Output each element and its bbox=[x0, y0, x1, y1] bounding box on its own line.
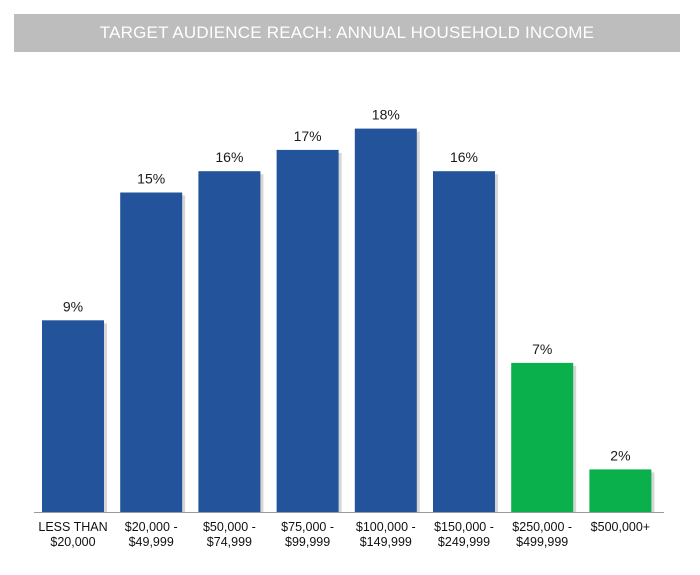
category-label: $150,000 -$249,999 bbox=[434, 520, 494, 549]
category-label-line: LESS THAN bbox=[38, 520, 107, 534]
bar-value-label: 16% bbox=[450, 149, 478, 165]
category-label: $250,000 -$499,999 bbox=[512, 520, 572, 549]
category-label-line: $499,999 bbox=[516, 535, 568, 549]
category-label-line: $49,999 bbox=[129, 535, 174, 549]
category-label: $50,000 -$74,999 bbox=[203, 520, 256, 549]
bar bbox=[198, 171, 261, 512]
bar bbox=[42, 320, 104, 512]
bar bbox=[589, 469, 652, 512]
category-label-line: $100,000 - bbox=[356, 520, 416, 534]
bar-value-label: 18% bbox=[372, 107, 400, 123]
bar bbox=[511, 362, 574, 512]
category-label: $500,000+ bbox=[591, 520, 650, 534]
category-label-line: $500,000+ bbox=[591, 520, 650, 534]
category-label-line: $50,000 - bbox=[203, 520, 256, 534]
chart-title: TARGET AUDIENCE REACH: ANNUAL HOUSEHOLD … bbox=[99, 23, 595, 42]
bar-value-label: 15% bbox=[137, 171, 165, 187]
category-label-line: $75,000 - bbox=[281, 520, 334, 534]
category-label: $100,000 -$149,999 bbox=[356, 520, 416, 549]
category-label: $20,000 -$49,999 bbox=[125, 520, 178, 549]
category-label-line: $20,000 - bbox=[125, 520, 178, 534]
category-label-line: $99,999 bbox=[285, 535, 330, 549]
bar-value-label: 9% bbox=[63, 298, 83, 314]
bar bbox=[354, 128, 417, 512]
category-label: LESS THAN $20,000 bbox=[38, 520, 107, 549]
bar bbox=[276, 149, 339, 512]
bar-value-label: 16% bbox=[215, 149, 243, 165]
bar-value-label: 2% bbox=[610, 447, 630, 463]
category-label-line: $249,999 bbox=[438, 535, 490, 549]
category-label-line: $149,999 bbox=[360, 535, 412, 549]
category-label-line: $250,000 - bbox=[512, 520, 572, 534]
chart-title-bar: TARGET AUDIENCE REACH: ANNUAL HOUSEHOLD … bbox=[14, 14, 680, 52]
category-label-line: $74,999 bbox=[207, 535, 252, 549]
category-label-line: $20,000 bbox=[50, 535, 95, 549]
category-label: $75,000 -$99,999 bbox=[281, 520, 334, 549]
bar bbox=[433, 171, 495, 512]
category-label-line: $150,000 - bbox=[434, 520, 494, 534]
bar-value-label: 7% bbox=[532, 341, 552, 357]
bar-value-label: 17% bbox=[294, 128, 322, 144]
bar bbox=[120, 192, 183, 512]
